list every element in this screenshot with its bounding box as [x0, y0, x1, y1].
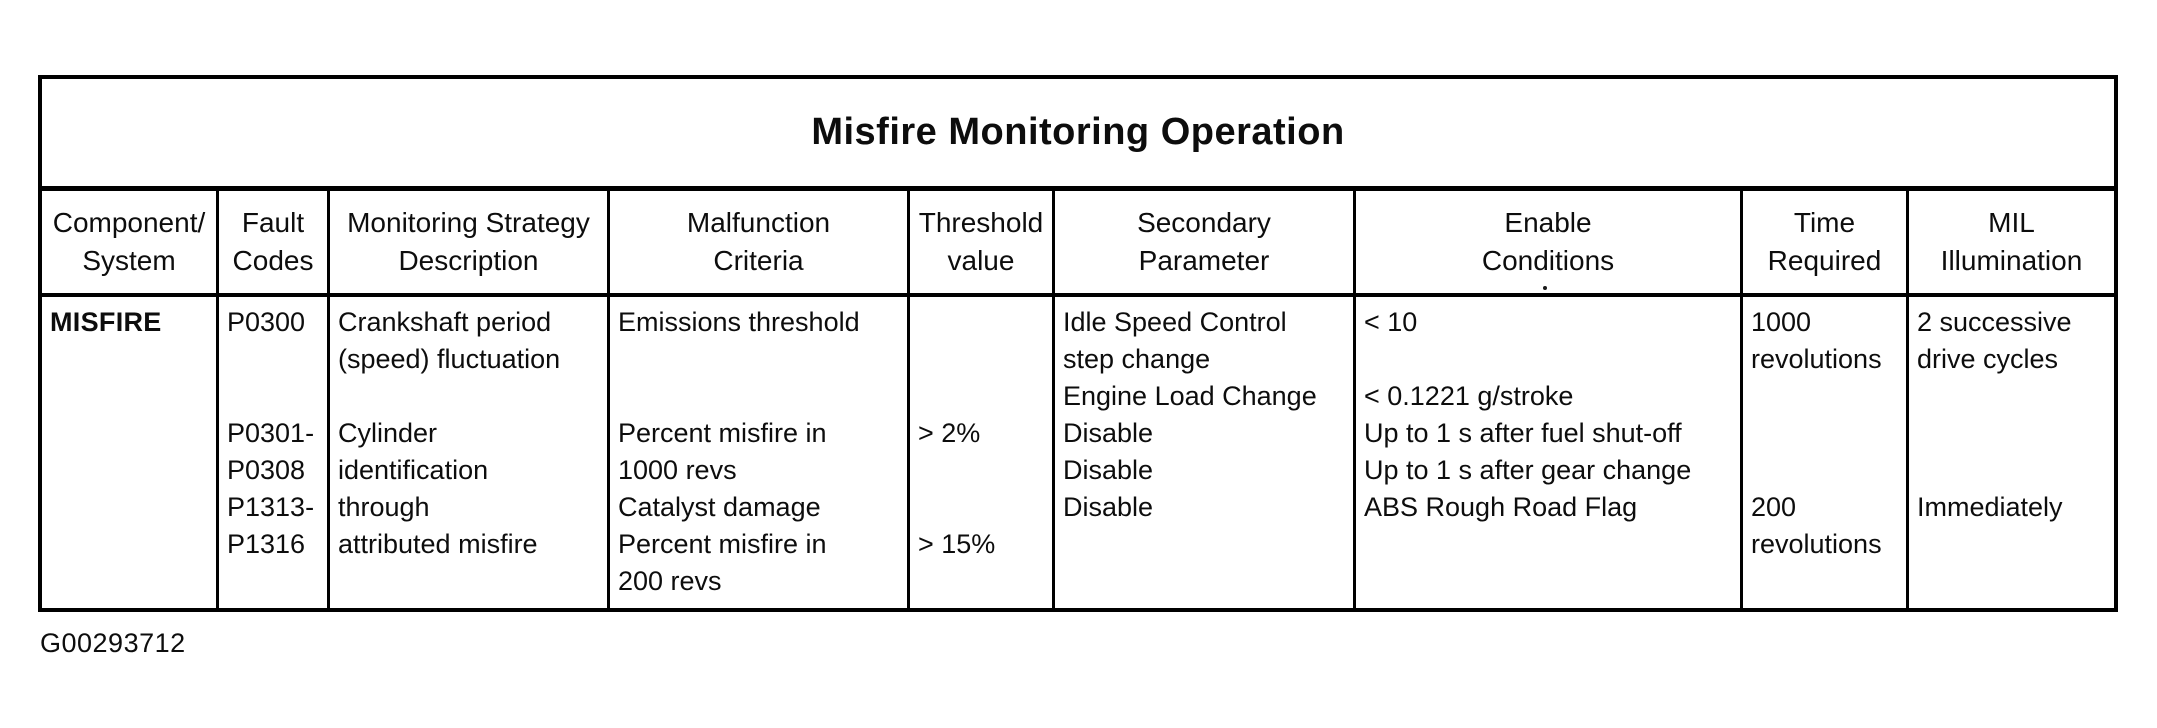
column-fault-codes: Fault Codes P0300 P0301- P0308 P1313- P1…: [216, 191, 327, 608]
column-monitoring-strategy: Monitoring Strategy Description Cranksha…: [327, 191, 607, 608]
header-mil-illumination: MIL Illumination: [1909, 191, 2114, 297]
column-threshold-value: Threshold value > 2% > 15%: [907, 191, 1052, 608]
misfire-monitoring-table: Misfire Monitoring Operation Component/ …: [38, 75, 2118, 612]
table-columns: Component/ System MISFIRE Fault Codes P0…: [42, 191, 2114, 608]
header-secondary-parameter: Secondary Parameter: [1055, 191, 1353, 297]
cell-component-system: MISFIRE: [50, 307, 162, 337]
column-mil-illumination: MIL Illumination 2 successive drive cycl…: [1906, 191, 2114, 608]
header-component-system: Component/ System: [42, 191, 216, 297]
header-fault-codes: Fault Codes: [219, 191, 327, 297]
header-monitoring-strategy: Monitoring Strategy Description: [330, 191, 607, 297]
header-malfunction-criteria: Malfunction Criteria: [610, 191, 907, 297]
cell-fault-codes: P0300 P0301- P0308 P1313- P1316: [227, 307, 315, 559]
column-time-required: Time Required 1000 revolutions 200 revol…: [1740, 191, 1906, 608]
header-time-required: Time Required: [1743, 191, 1906, 297]
header-threshold-value: Threshold value: [910, 191, 1052, 297]
cell-secondary-parameter: Idle Speed Control step change Engine Lo…: [1063, 307, 1317, 522]
table-title: Misfire Monitoring Operation: [811, 111, 1345, 153]
cell-malfunction-criteria: Emissions threshold Percent misfire in 1…: [618, 307, 860, 596]
table-title-row: Misfire Monitoring Operation: [42, 79, 2114, 191]
cell-monitoring-strategy: Crankshaft period (speed) fluctuation Cy…: [338, 307, 561, 559]
cell-time-required: 1000 revolutions 200 revolutions: [1751, 307, 1882, 559]
column-enable-conditions: Enable Conditions < 10 < 0.1221 g/stroke…: [1353, 191, 1740, 608]
scan-speck: [1543, 286, 1547, 290]
cell-threshold-value: > 2% > 15%: [918, 418, 996, 559]
cell-enable-conditions: < 10 < 0.1221 g/stroke Up to 1 s after f…: [1364, 307, 1692, 522]
column-malfunction-criteria: Malfunction Criteria Emissions threshold…: [607, 191, 907, 608]
header-enable-conditions: Enable Conditions: [1356, 191, 1740, 297]
cell-mil-illumination: 2 successive drive cycles Immediately: [1917, 307, 2072, 522]
column-component-system: Component/ System MISFIRE: [42, 191, 216, 608]
figure-code: G00293712: [40, 628, 186, 658]
column-secondary-parameter: Secondary Parameter Idle Speed Control s…: [1052, 191, 1353, 608]
